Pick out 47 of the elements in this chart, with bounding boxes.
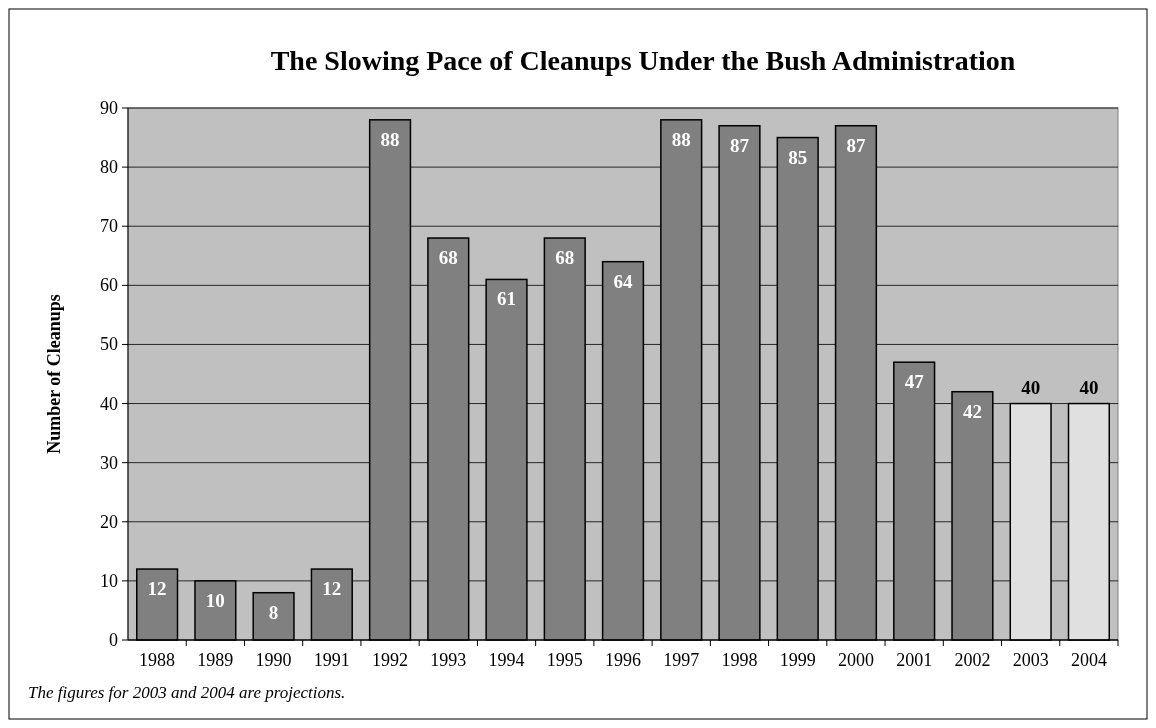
x-tick-label: 1991	[313, 650, 350, 670]
data-label: 12	[147, 578, 167, 600]
x-tick-label: 1995	[546, 650, 583, 670]
data-label: 12	[322, 578, 342, 600]
data-label: 68	[555, 247, 575, 269]
data-label: 8	[268, 601, 279, 623]
x-tick-label: 1996	[605, 650, 641, 670]
x-tick-label: 1992	[372, 650, 409, 670]
x-tick-label: 2002	[954, 650, 991, 670]
y-tick-label: 30	[100, 452, 118, 473]
y-tick-label: 40	[100, 393, 118, 414]
x-tick-label: 1990	[255, 650, 292, 670]
y-tick-label: 20	[100, 511, 118, 532]
data-label: 64	[613, 270, 633, 292]
x-tick-label: 2004	[1070, 650, 1107, 670]
chart-title: The Slowing Pace of Cleanups Under the Bush Administration	[270, 45, 1016, 76]
y-tick-label: 50	[100, 334, 118, 355]
y-tick-label: 0	[109, 630, 118, 650]
y-tick-label: 70	[100, 216, 118, 237]
x-tick-label: 1994	[488, 650, 525, 670]
x-tick-label: 1993	[430, 650, 467, 670]
data-label: 61	[497, 288, 517, 310]
text: The figures for 2003 and 2004 are projections.	[28, 683, 346, 702]
y-tick-label: 80	[100, 157, 118, 178]
x-tick-label: 2001	[896, 650, 933, 670]
y-tick-label: 60	[100, 275, 118, 296]
x-tick-label: 1988	[139, 650, 176, 670]
x-tick-label: 2000	[837, 650, 874, 670]
y-tick-label: 10	[100, 570, 118, 591]
x-tick-label: 1998	[721, 650, 758, 670]
x-tick-label: 1997	[663, 650, 700, 670]
x-tick-label: 1999	[779, 650, 816, 670]
data-label: 40	[1021, 376, 1041, 398]
data-label: 85	[788, 146, 808, 168]
data-label: 68	[438, 247, 458, 269]
data-label: 42	[962, 400, 982, 422]
x-tick-label: 1989	[197, 650, 234, 670]
data-label: 47	[904, 371, 925, 393]
data-label: 88	[671, 128, 691, 150]
y-axis-title: Number of Cleanups	[44, 294, 64, 454]
y-tick-label: 90	[100, 98, 118, 118]
data-label: 87	[729, 134, 750, 156]
data-label: 10	[205, 589, 225, 611]
data-label: 87	[846, 134, 866, 156]
data-label: 88	[380, 128, 400, 150]
data-label: 40	[1079, 376, 1099, 398]
x-tick-label: 2003	[1012, 650, 1049, 670]
